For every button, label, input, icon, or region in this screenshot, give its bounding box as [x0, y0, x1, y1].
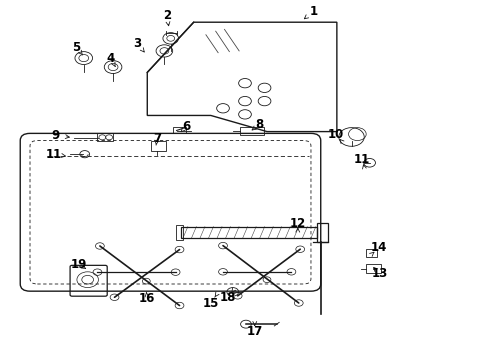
Bar	[172, 127, 186, 134]
Text: 10: 10	[327, 128, 343, 141]
Text: 18: 18	[220, 291, 236, 304]
Text: 13: 13	[372, 267, 388, 280]
Text: 9: 9	[51, 129, 60, 142]
Bar	[98, 134, 113, 141]
Bar	[240, 127, 264, 135]
Text: 11: 11	[46, 148, 62, 161]
Bar	[151, 140, 166, 150]
Text: 5: 5	[73, 41, 80, 54]
Text: 2: 2	[163, 9, 171, 22]
Text: 12: 12	[290, 216, 306, 230]
Text: 17: 17	[246, 325, 263, 338]
Bar	[366, 249, 377, 257]
Text: 6: 6	[182, 120, 191, 133]
Text: 8: 8	[255, 118, 264, 131]
Bar	[366, 264, 381, 273]
Bar	[318, 223, 328, 242]
Text: 15: 15	[202, 297, 219, 310]
Text: 14: 14	[371, 241, 388, 254]
Bar	[175, 225, 183, 240]
Text: 7: 7	[153, 132, 161, 145]
Text: 1: 1	[309, 5, 318, 18]
Text: 4: 4	[106, 51, 115, 64]
Text: 11: 11	[354, 153, 370, 166]
Text: 16: 16	[139, 292, 155, 305]
Text: 3: 3	[133, 37, 142, 50]
Text: 19: 19	[71, 258, 87, 271]
Bar	[181, 226, 318, 238]
